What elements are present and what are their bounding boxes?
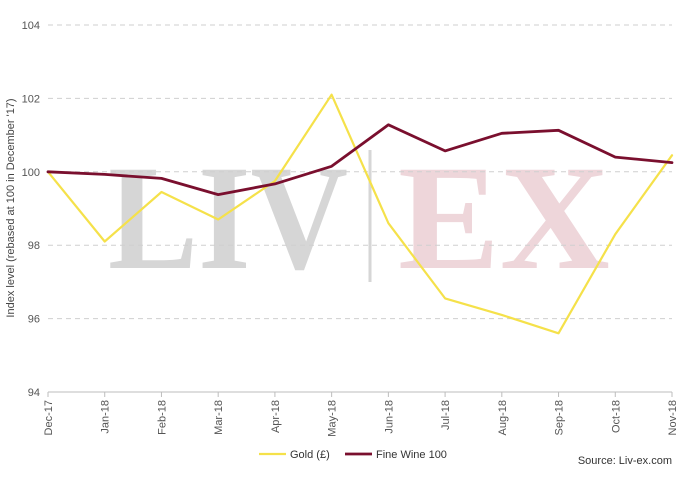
x-tick-label: Jun-18 xyxy=(383,400,395,434)
x-tick-label: Aug-18 xyxy=(497,400,509,435)
x-tick-label: Sep-18 xyxy=(554,400,566,435)
y-tick-label: 100 xyxy=(22,167,40,179)
watermark: LIV EX xyxy=(108,135,610,301)
y-tick-label: 94 xyxy=(28,387,40,399)
series-line-gold xyxy=(46,93,674,335)
x-tick-label: Oct-18 xyxy=(610,400,622,433)
x-tick-label: Apr-18 xyxy=(270,400,282,433)
grid xyxy=(48,24,672,320)
x-tick-label: Mar-18 xyxy=(213,400,225,435)
series-line-fine-wine-100 xyxy=(46,123,674,197)
series-lines xyxy=(46,93,674,335)
x-tick-label: May-18 xyxy=(327,400,339,437)
x-tick-label: Jan-18 xyxy=(100,400,112,434)
x-tick-label: Jul-18 xyxy=(440,400,452,430)
legend: Gold (£) Fine Wine 100 xyxy=(259,449,447,461)
x-tick-label: Dec-17 xyxy=(43,400,55,435)
y-tick-label: 104 xyxy=(22,20,40,32)
y-tick-label: 98 xyxy=(28,240,40,252)
watermark-right-text: EX xyxy=(398,135,610,301)
legend-entry-label: Fine Wine 100 xyxy=(376,449,447,461)
y-tick-label: 102 xyxy=(22,93,40,105)
watermark-left-text: LIV xyxy=(108,135,348,301)
axes: 94 96 98 100 102 104 Dec-17 Jan-18 Feb-18 Mar-18 A… xyxy=(22,20,679,437)
y-axis-label: Index level (rebased at 100 in December … xyxy=(5,98,17,317)
y-tick-label: 96 xyxy=(28,314,40,326)
x-tick-label: Nov-18 xyxy=(667,400,679,435)
source-label: Source: Liv-ex.com xyxy=(578,455,672,467)
legend-entry-label: Gold (£) xyxy=(290,449,330,461)
x-tick-label: Feb-18 xyxy=(156,400,168,435)
